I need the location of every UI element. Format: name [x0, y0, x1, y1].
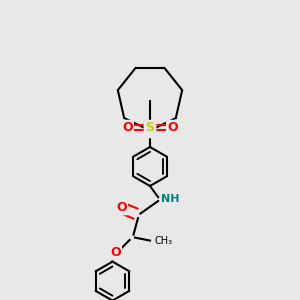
Text: O: O [122, 121, 133, 134]
Text: O: O [116, 201, 127, 214]
Text: O: O [110, 246, 121, 259]
Text: NH: NH [160, 194, 179, 205]
Text: O: O [167, 121, 178, 134]
Text: N: N [145, 124, 155, 137]
Text: S: S [146, 121, 154, 134]
Text: CH₃: CH₃ [154, 236, 172, 246]
